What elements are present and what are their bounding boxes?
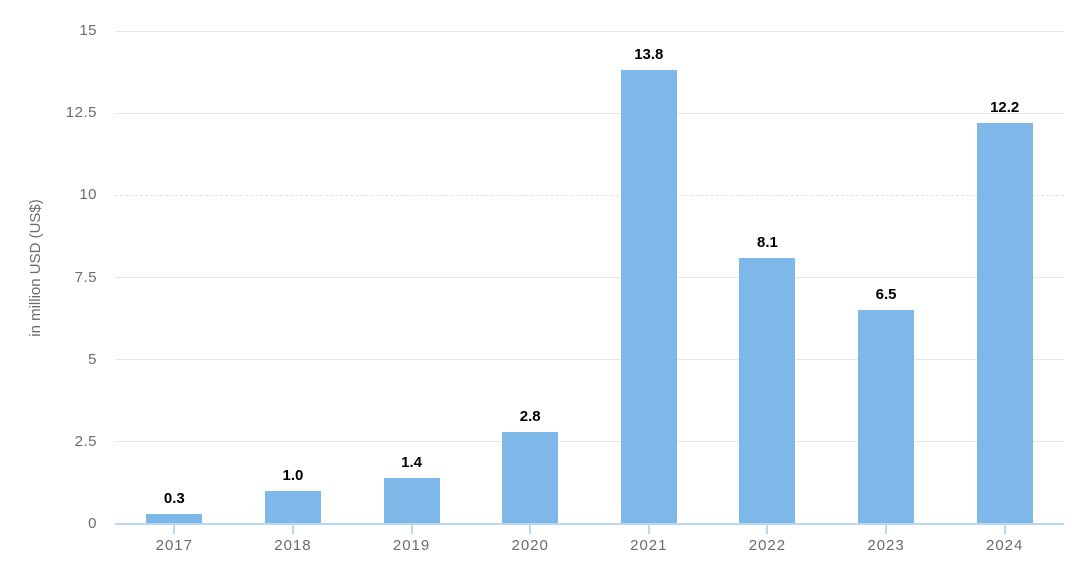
x-tick [1003, 525, 1006, 534]
gridline [115, 194, 1064, 196]
y-tick-label: 5 [88, 350, 97, 368]
x-tick [766, 525, 769, 534]
bar-2017[interactable] [146, 514, 203, 524]
x-tick-label: 2021 [630, 537, 668, 554]
x-tick-label: 2017 [155, 537, 193, 554]
x-tick-label: 2020 [511, 537, 549, 554]
bar-value-label: 8.1 [757, 233, 778, 251]
y-tick-label: 0 [88, 515, 97, 532]
gridline [115, 359, 1064, 361]
x-axis-line [115, 523, 1064, 525]
gridline [115, 30, 1064, 32]
bar-2018[interactable] [264, 491, 321, 524]
bar-2021[interactable] [620, 70, 677, 524]
bar-value-label: 12.2 [990, 99, 1020, 117]
bar-2022[interactable] [739, 257, 796, 524]
y-tick-label: 15 [79, 22, 97, 39]
bar-2023[interactable] [858, 310, 915, 524]
bar-2024[interactable] [976, 123, 1033, 524]
y-tick-label: 12.5 [65, 104, 97, 122]
bar-2019[interactable] [383, 477, 440, 524]
x-tick [291, 525, 294, 534]
x-tick [410, 525, 413, 534]
x-tick [647, 525, 650, 534]
gridline [115, 112, 1064, 114]
bar-value-label: 2.8 [519, 407, 541, 425]
bar-value-label: 13.8 [634, 46, 664, 64]
x-tick [885, 525, 888, 534]
gridline [115, 441, 1064, 443]
bar-value-label: 0.3 [163, 490, 185, 508]
x-tick-label: 2019 [392, 537, 431, 554]
x-tick-label: 2024 [986, 537, 1024, 554]
x-tick-label: 2022 [748, 537, 787, 554]
x-tick-label: 2018 [274, 537, 312, 554]
x-tick [529, 525, 532, 534]
y-tick-label: 2.5 [74, 432, 97, 450]
gridline [115, 277, 1064, 278]
y-tick-label: 7.5 [74, 268, 97, 286]
y-tick-label: 10 [79, 186, 97, 204]
bar-value-label: 1.4 [401, 453, 422, 471]
x-tick-label: 2023 [867, 537, 905, 554]
x-tick [173, 525, 176, 534]
bar-2020[interactable] [502, 431, 559, 524]
bar-value-label: 1.0 [282, 467, 304, 485]
bar-value-label: 6.5 [875, 286, 897, 304]
